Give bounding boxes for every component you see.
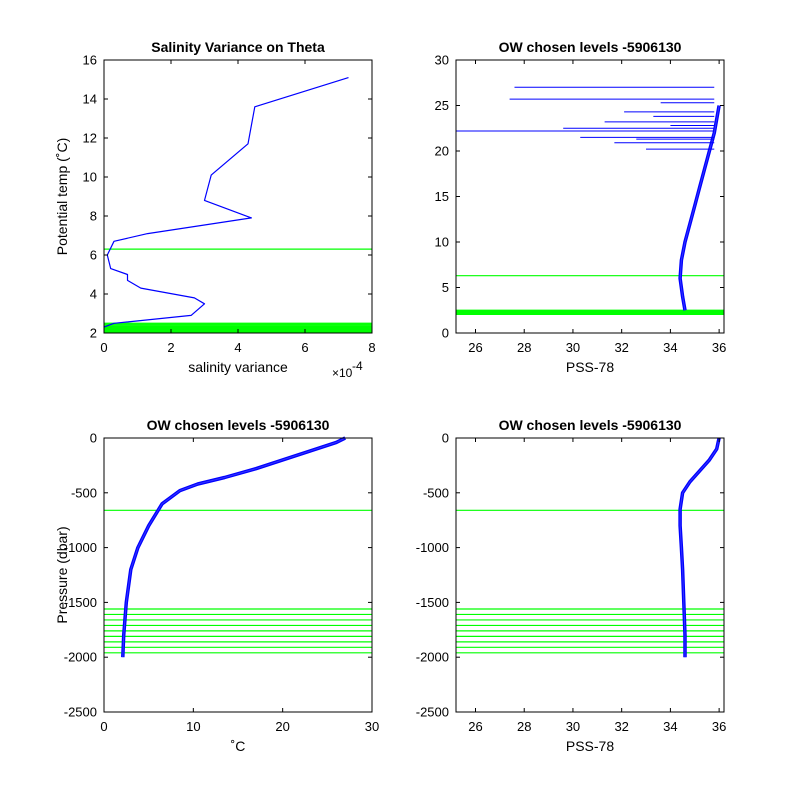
y-tick-label: -1500	[64, 595, 97, 610]
y-tick-label: -500	[71, 485, 97, 500]
y-tick-label: 10	[83, 170, 97, 185]
y-tick-label: 16	[83, 53, 97, 68]
x-tick-label: 30	[566, 340, 580, 355]
x-tick-label: 8	[368, 340, 375, 355]
profile-line	[103, 77, 349, 328]
x-axis: 26 28 30 32 34 36	[468, 438, 726, 734]
profile-line-core	[679, 437, 720, 658]
x-tick-label: 4	[234, 340, 241, 355]
chart-title: OW chosen levels -5906130	[147, 417, 330, 433]
y-tick-label: -1000	[416, 540, 449, 555]
plot-area	[104, 60, 372, 333]
x-tick-label: 26	[468, 340, 482, 355]
x-axis: 0 10 20 30	[100, 438, 379, 734]
x-axis: 26 28 30 32 34 36	[468, 60, 726, 355]
chart-title: OW chosen levels -5906130	[499, 39, 682, 55]
x-tick-label: 26	[468, 719, 482, 734]
profile-series	[678, 105, 721, 311]
x-axis: 0 2 4 6 8	[100, 60, 376, 355]
axes-box	[455, 437, 725, 713]
y-tick-label: 20	[435, 144, 449, 159]
y-tick-label: 15	[435, 189, 449, 204]
chart-title: Salinity Variance on Theta	[151, 39, 325, 55]
y-tick-label: 2	[90, 326, 97, 341]
x-tick-label: 36	[712, 719, 726, 734]
profile-line-core	[679, 105, 720, 311]
y-axis-label: Potential temp (˚C)	[54, 138, 70, 255]
y-tick-label: 8	[90, 209, 97, 224]
chart-panel-2: 26 28 30 32 34 36 0 5 10 15 20 25 30 OW chosen levels…	[435, 39, 727, 375]
y-tick-label: 6	[90, 248, 97, 263]
chosen-levels	[456, 275, 724, 315]
profile-series	[678, 437, 721, 658]
plot-area	[456, 438, 724, 712]
chart-panel-3: 0 10 20 30 0 -500 -1000 -1500 -2000 -2500 OW chose…	[54, 417, 379, 754]
x-tick-label: 0	[100, 340, 107, 355]
x-multiplier-exponent: -4	[352, 359, 363, 373]
y-tick-label: 5	[442, 280, 449, 295]
y-tick-label: 30	[435, 53, 449, 68]
chosen-levels	[456, 509, 724, 654]
profile-series	[103, 77, 349, 328]
y-tick-label: -2000	[64, 650, 97, 665]
y-tick-label: -1500	[416, 595, 449, 610]
y-tick-label: -500	[423, 485, 449, 500]
y-axis: 2 4 6 8 10 12 14 16	[83, 53, 372, 341]
x-axis-label: ˚C	[231, 738, 246, 754]
plot-area	[456, 60, 724, 333]
x-tick-label: 32	[614, 340, 628, 355]
y-axis-label: Pressure (dbar)	[54, 526, 70, 623]
y-tick-label: 12	[83, 131, 97, 146]
y-tick-label: 0	[442, 431, 449, 446]
axes-box	[103, 437, 373, 713]
x-tick-label: 34	[663, 340, 677, 355]
y-tick-label: 0	[442, 326, 449, 341]
x-tick-label: 10	[186, 719, 200, 734]
chart-title: OW chosen levels -5906130	[499, 417, 682, 433]
y-tick-label: -2000	[416, 650, 449, 665]
chart-panel-4: 26 28 30 32 34 36 0 -500 -1000 -1500 -2000 -2500 OW …	[416, 417, 727, 754]
plot-area	[104, 438, 372, 712]
y-tick-label: -2500	[64, 705, 97, 720]
x-tick-label: 2	[167, 340, 174, 355]
profile-line-core	[122, 437, 346, 658]
x-multiplier-label: ×10	[332, 366, 353, 380]
y-tick-label: 14	[83, 92, 97, 107]
chosen-levels	[104, 509, 372, 654]
y-tick-label: 0	[90, 431, 97, 446]
y-axis: 0 -500 -1000 -1500 -2000 -2500	[64, 431, 372, 720]
x-axis-label: PSS-78	[566, 359, 614, 375]
x-tick-label: 34	[663, 719, 677, 734]
x-tick-label: 6	[301, 340, 308, 355]
y-tick-label: 25	[435, 98, 449, 113]
y-tick-label: -2500	[416, 705, 449, 720]
spike-series	[456, 86, 715, 150]
x-axis-label: salinity variance	[188, 359, 288, 375]
x-tick-label: 28	[517, 719, 531, 734]
x-axis-label: PSS-78	[566, 738, 614, 754]
x-tick-label: 20	[275, 719, 289, 734]
y-tick-label: -1000	[64, 540, 97, 555]
y-tick-label: 4	[90, 287, 97, 302]
x-tick-label: 28	[517, 340, 531, 355]
x-tick-label: 36	[712, 340, 726, 355]
x-tick-label: 30	[365, 719, 379, 734]
x-tick-label: 32	[614, 719, 628, 734]
y-axis: 0 -500 -1000 -1500 -2000 -2500	[416, 431, 724, 720]
y-tick-label: 10	[435, 235, 449, 250]
profile-series	[121, 436, 346, 658]
y-axis: 0 5 10 15 20 25 30	[435, 53, 724, 341]
x-tick-label: 30	[566, 719, 580, 734]
x-tick-label: 0	[100, 719, 107, 734]
